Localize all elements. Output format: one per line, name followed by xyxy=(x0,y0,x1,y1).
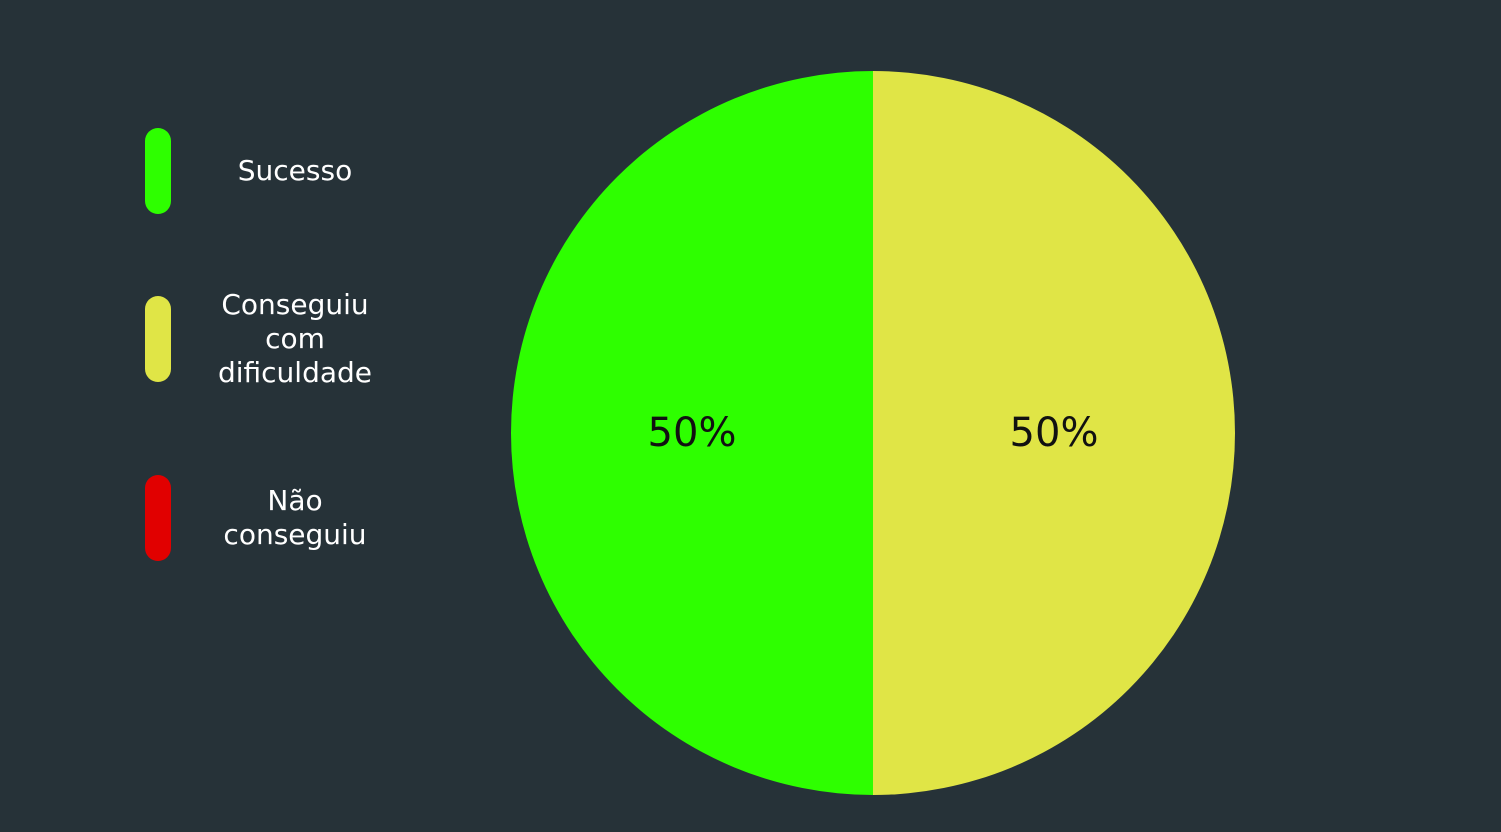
pie-slice-conseguiu-com-dificuldade[interactable] xyxy=(873,71,1235,795)
legend-item-sucesso[interactable]: Sucesso xyxy=(145,128,405,214)
pie-data-label-sucesso: 50% xyxy=(648,410,737,456)
legend-swatch-nao-conseguiu xyxy=(145,475,171,561)
pie-slice-sucesso[interactable] xyxy=(511,71,873,795)
legend-swatch-conseguiu-com-dificuldade xyxy=(145,296,171,382)
legend-swatch-sucesso xyxy=(145,128,171,214)
legend-item-nao-conseguiu[interactable]: Não conseguiu xyxy=(145,475,405,561)
pie-data-label-conseguiu-com-dificuldade: 50% xyxy=(1010,410,1099,456)
legend-label-nao-conseguiu: Não conseguiu xyxy=(223,484,367,551)
legend-label-sucesso: Sucesso xyxy=(237,154,353,187)
